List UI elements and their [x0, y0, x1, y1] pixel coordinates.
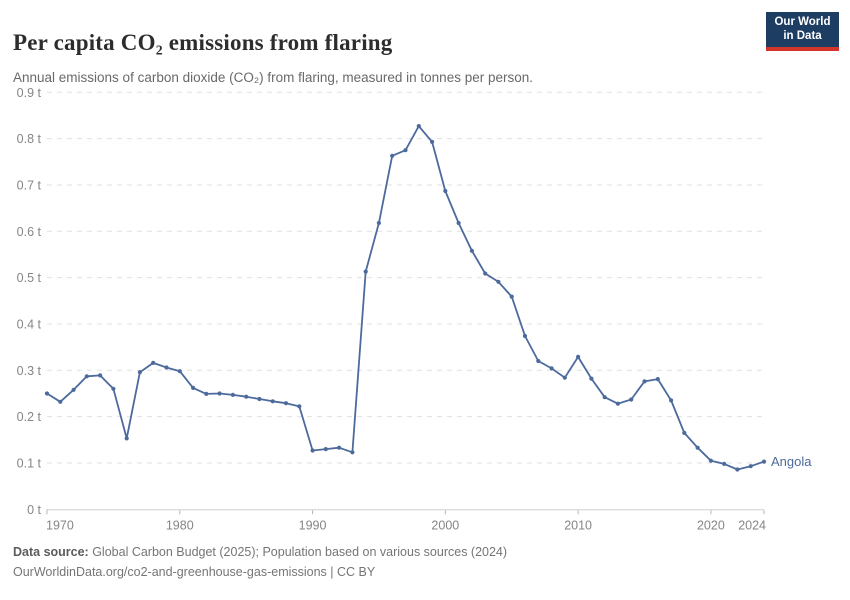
y-tick-label: 0.8 t — [17, 132, 42, 146]
data-point — [270, 399, 275, 404]
data-point — [536, 358, 541, 364]
data-source-label: Data source: — [13, 545, 89, 559]
owid-logo-accent-bar — [766, 47, 839, 51]
data-point — [443, 188, 448, 194]
x-tick-label: 2000 — [431, 518, 459, 532]
data-point — [403, 148, 408, 153]
data-point — [682, 430, 687, 435]
x-tick-label: 1980 — [166, 518, 194, 532]
data-point — [761, 459, 767, 464]
data-point — [257, 396, 262, 402]
y-tick-label: 0 t — [27, 503, 41, 517]
y-tick-label: 0.5 t — [17, 271, 42, 285]
data-point — [177, 369, 182, 374]
data-point — [456, 220, 461, 226]
data-point — [323, 447, 328, 452]
y-tick-label: 0.4 t — [17, 317, 42, 331]
data-point — [576, 354, 581, 359]
x-tick-label: 2020 — [697, 518, 725, 532]
data-point — [602, 395, 607, 400]
data-point — [748, 464, 753, 469]
data-point — [669, 398, 674, 403]
data-point — [469, 248, 474, 253]
data-point — [137, 370, 142, 375]
footer-url-link[interactable]: OurWorldinData.org/co2-and-greenhouse-ga… — [13, 565, 327, 580]
data-point — [708, 458, 714, 463]
data-point — [191, 385, 196, 390]
page-title: Per capita CO₂ emissions from flaring — [13, 30, 393, 56]
data-point — [363, 269, 368, 274]
data-point — [655, 377, 660, 382]
owid-logo-line2: in Data — [783, 29, 822, 42]
data-point — [124, 436, 129, 441]
footer-license-link[interactable]: CC BY — [337, 565, 376, 580]
footer-source-line: Data source: Global Carbon Budget (2025)… — [13, 542, 813, 562]
data-point — [642, 379, 647, 384]
y-tick-label: 0.9 t — [17, 86, 42, 100]
data-point — [230, 392, 235, 397]
data-point — [549, 366, 554, 371]
data-point — [337, 445, 342, 450]
data-point — [151, 360, 156, 365]
data-point — [164, 365, 169, 370]
data-point — [483, 271, 488, 276]
x-tick-label: 2024 — [738, 518, 766, 532]
x-tick-label: 1970 — [46, 518, 74, 532]
data-point — [111, 386, 116, 391]
owid-logo[interactable]: Our World in Data — [766, 12, 839, 51]
data-point — [71, 387, 76, 392]
data-point — [350, 450, 355, 455]
data-point — [615, 401, 621, 406]
y-tick-label: 0.7 t — [17, 178, 42, 192]
x-axis: 1970 1980 1990 2000 2010 2020 2024 — [46, 509, 766, 532]
data-point — [44, 391, 50, 396]
data-point — [722, 461, 727, 466]
footer-separator: | — [326, 565, 338, 580]
data-point — [629, 397, 634, 402]
data-point — [84, 374, 89, 379]
data-point — [562, 375, 567, 380]
x-tick-label: 1990 — [299, 518, 327, 532]
data-point — [217, 391, 222, 396]
x-tick-label: 2010 — [564, 518, 592, 532]
data-point — [390, 153, 395, 158]
owid-logo-line1: Our World — [774, 16, 831, 28]
angola-series-line — [46, 125, 765, 471]
y-tick-label: 0.6 t — [17, 225, 42, 239]
data-point — [204, 391, 209, 396]
data-point — [430, 139, 435, 144]
data-point — [522, 333, 528, 339]
data-point — [735, 467, 740, 472]
angola-series-points — [44, 124, 767, 472]
chart-footer: Data source: Global Carbon Budget (2025)… — [13, 542, 813, 583]
owid-logo-box: Our World in Data — [766, 12, 839, 47]
data-point — [244, 394, 249, 399]
data-source-text: Global Carbon Budget (2025); Population … — [88, 545, 508, 559]
entity-label-angola: Angola — [771, 454, 812, 469]
data-point — [58, 399, 63, 404]
y-axis-tick-labels: 0 t 0.1 t 0.2 t 0.3 t 0.4 t 0.5 t 0.6 t 0.7 t 0.… — [17, 86, 42, 517]
data-point — [283, 401, 289, 406]
y-tick-label: 0.2 t — [17, 410, 42, 424]
data-point — [589, 376, 594, 381]
data-point — [496, 279, 501, 284]
data-point — [695, 445, 700, 450]
data-point — [297, 404, 302, 409]
chart-subtitle: Annual emissions of carbon dioxide (CO₂)… — [13, 69, 533, 85]
y-tick-label: 0.3 t — [17, 364, 42, 378]
y-gridlines — [47, 91, 763, 464]
footer-license-line: OurWorldinData.org/co2-and-greenhouse-ga… — [13, 562, 813, 582]
data-point — [509, 294, 514, 299]
data-point — [416, 124, 421, 129]
data-point — [98, 373, 103, 378]
data-point — [310, 448, 315, 453]
data-point — [376, 220, 381, 226]
y-tick-label: 0.1 t — [17, 456, 42, 470]
